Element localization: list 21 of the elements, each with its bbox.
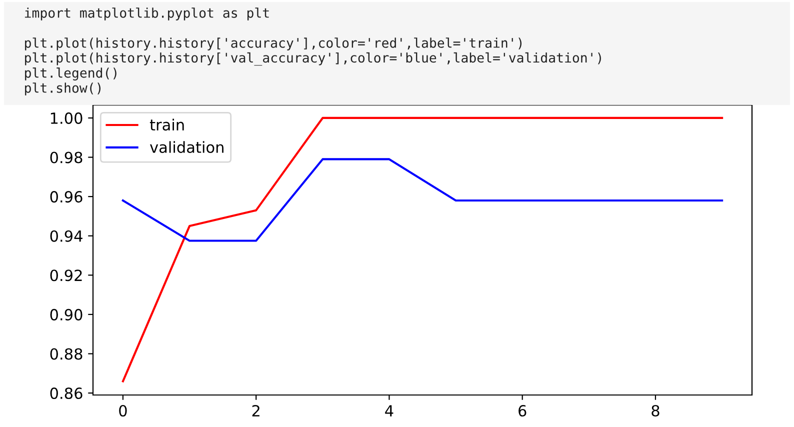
legend-label: validation (150, 141, 224, 153)
text: plt.plot(history.history['accuracy'],color='red',label='train') (25, 38, 522, 50)
y-tick-label: 0.94 (50, 230, 82, 242)
x-tick-label: 2 (252, 404, 260, 416)
y-tick-label: 0.96 (50, 191, 82, 203)
text: plt.show() (25, 82, 101, 96)
text: import matplotlib.pyplot as plt (24, 8, 269, 20)
text: plt.plot(history.history['val_accuracy'],color='blue',label='validation') (25, 52, 601, 66)
y-tick-label: 1.00 (50, 112, 82, 124)
y-tick-label: 0.98 (50, 152, 82, 164)
x-tick-label: 8 (652, 404, 660, 417)
x-tick-label: 6 (518, 404, 526, 417)
legend-label: train (150, 118, 184, 131)
x-tick-label: 4 (385, 405, 394, 416)
line-series (122, 116, 724, 382)
y-tick-label: 0.88 (50, 348, 82, 360)
y-tick-label: 0.86 (50, 388, 82, 400)
y-tick-label: 0.90 (50, 308, 82, 320)
text: plt.legend() (25, 68, 116, 80)
x-tick-label: 0 (119, 404, 127, 417)
y-tick-label: 0.92 (50, 270, 82, 282)
